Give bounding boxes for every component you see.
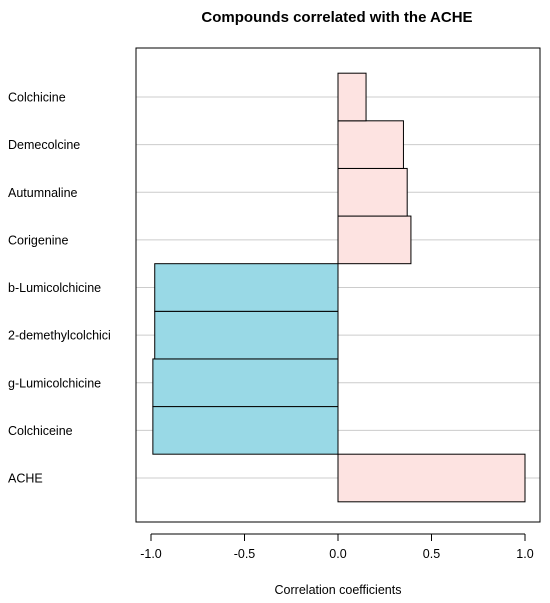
category-label: b-Lumicolchicine [8, 281, 101, 295]
x-axis: -1.0 -0.5 0.0 0.5 1.0 [140, 533, 534, 561]
bar [337, 453, 526, 503]
bar [154, 310, 339, 360]
category-label: Autumnaline [8, 186, 78, 200]
x-tick-label: -0.5 [234, 547, 256, 561]
bar [337, 167, 408, 217]
category-label: g-Lumicolchicine [8, 376, 101, 390]
category-label: Colchicine [8, 91, 66, 105]
x-axis-title: Correlation coefficients [275, 583, 402, 597]
category-label: Colchiceine [8, 424, 73, 438]
plot-frame [135, 47, 541, 523]
category-labels: ACHE Colchiceine g-Lumicolchicine 2-demethy… [8, 91, 111, 486]
bar [152, 358, 339, 408]
category-label: Demecolcine [8, 138, 80, 152]
bar [154, 263, 339, 312]
bar [337, 72, 367, 122]
category-label: ACHE [8, 472, 43, 486]
x-tick-label: -1.0 [140, 547, 162, 561]
bar [337, 215, 412, 265]
chart-title: Compounds correlated with the ACHE [201, 9, 472, 26]
x-tick-label: 0.0 [329, 547, 346, 561]
bar [152, 406, 339, 455]
category-label: Corigenine [8, 233, 69, 247]
bar [337, 120, 404, 169]
x-tick-label: 0.5 [423, 547, 440, 561]
x-tick-label: 1.0 [516, 547, 533, 561]
bars [152, 72, 526, 503]
category-label: 2-demethylcolchici [8, 329, 111, 343]
